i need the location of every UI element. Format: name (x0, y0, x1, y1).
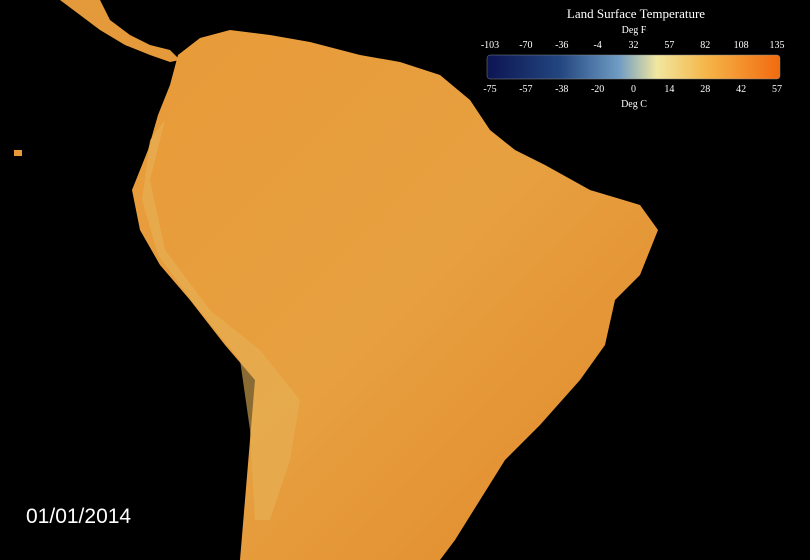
tick-label: 0 (631, 84, 636, 95)
tick-label: -36 (555, 40, 568, 51)
tick-labels: -103 -70 -36 -4 32 57 82 108 135 -75 -57 -38 -20 0 14 2… (481, 40, 785, 95)
legend: Land Surface Temperature Deg F Deg C -10… (481, 6, 785, 110)
tick-label: 57 (772, 84, 782, 95)
tick-label: -57 (519, 84, 532, 95)
legend-title: Land Surface Temperature (567, 6, 705, 21)
south-america (132, 30, 658, 560)
tick-label: -70 (519, 40, 532, 51)
tick-label: -103 (481, 40, 499, 51)
tick-label: 28 (700, 84, 710, 95)
tick-label: 42 (736, 84, 746, 95)
tick-label: -38 (555, 84, 568, 95)
tick-label: 57 (664, 40, 674, 51)
unit-bottom: Deg C (621, 99, 647, 110)
unit-top: Deg F (622, 25, 647, 36)
island (14, 150, 22, 156)
tick-label: -20 (591, 84, 604, 95)
date-label: 01/01/2014 (26, 505, 132, 528)
tick-label: -75 (483, 84, 496, 95)
tick-label: 14 (664, 84, 674, 95)
tick-label: 135 (770, 40, 785, 51)
color-scale (486, 54, 781, 80)
tick-label: 82 (700, 40, 710, 51)
tick-label: 108 (734, 40, 749, 51)
tick-label: 32 (629, 40, 639, 51)
central-america (60, 0, 180, 62)
andes-highlands (142, 120, 300, 520)
tick-label: -4 (593, 40, 601, 51)
